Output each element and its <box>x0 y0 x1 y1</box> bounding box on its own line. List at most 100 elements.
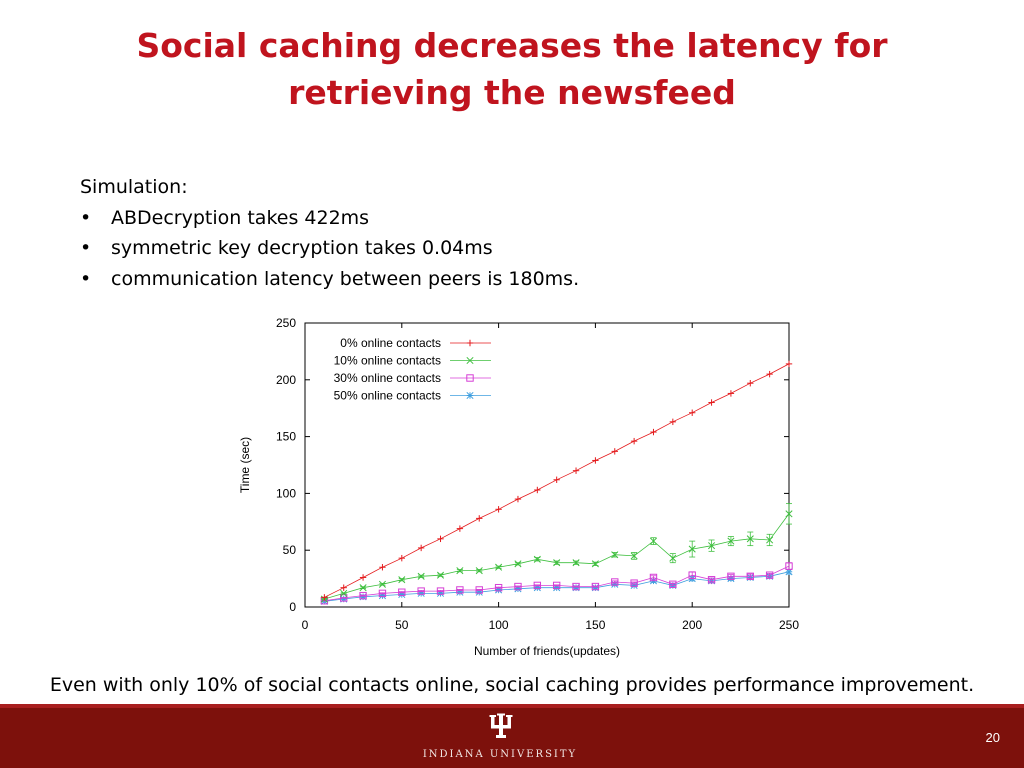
bullet-list: ABDecryption takes 422ms symmetric key d… <box>80 203 780 295</box>
marker-stroke <box>649 573 658 582</box>
data-point-10pct <box>591 560 599 568</box>
marker-stroke <box>359 584 367 592</box>
marker-stroke <box>417 587 425 595</box>
y-axis-label: Time (sec) <box>238 437 252 493</box>
marker-stroke <box>708 542 716 550</box>
marker-stroke <box>495 563 503 571</box>
legend-marker <box>466 356 474 365</box>
marker-stroke <box>630 581 638 589</box>
x-tick-label: 50 <box>395 618 409 632</box>
marker-stroke <box>688 571 696 579</box>
marker-stroke <box>553 559 561 567</box>
marker-stroke <box>436 587 445 595</box>
data-point-30pct <box>436 587 445 595</box>
data-point-30pct <box>785 562 793 570</box>
x-tick-label: 200 <box>682 618 702 632</box>
marker-stroke <box>466 374 474 382</box>
slide-title-line-1: Social caching decreases the latency for <box>136 26 888 65</box>
data-point-0pct <box>340 584 347 591</box>
marker-stroke <box>456 567 464 575</box>
data-point-0pct <box>727 390 735 397</box>
data-point-0pct <box>669 418 677 426</box>
data-point-10pct <box>572 559 580 567</box>
series-line-30pct <box>324 565 790 602</box>
legend-label: 50% online contacts <box>334 389 441 403</box>
data-point-10pct <box>495 563 503 571</box>
y-tick-label: 50 <box>283 543 297 557</box>
data-point-10pct <box>475 567 483 575</box>
data-point-30pct <box>359 591 367 600</box>
x-tick-label: 0 <box>302 618 309 632</box>
marker-stroke <box>398 576 406 584</box>
marker-stroke <box>378 589 387 598</box>
footer-university-name: INDIANA UNIVERSITY <box>422 749 578 760</box>
bullet-item: symmetric key decryption takes 0.04ms <box>80 233 780 264</box>
data-point-30pct <box>746 572 754 581</box>
data-point-10pct <box>378 580 386 588</box>
data-point-0pct <box>456 525 464 532</box>
marker-stroke <box>669 554 677 562</box>
marker-stroke <box>611 578 619 586</box>
marker-stroke <box>591 582 600 591</box>
data-point-30pct <box>475 586 483 594</box>
marker-stroke <box>466 391 474 400</box>
bullet-item: communication latency between peers is 1… <box>80 264 780 295</box>
marker-stroke <box>456 586 464 594</box>
y-tick-label: 0 <box>289 600 296 614</box>
marker-stroke <box>340 589 348 597</box>
data-point-10pct <box>553 559 561 567</box>
data-point-30pct <box>378 589 387 598</box>
marker-stroke <box>727 572 735 581</box>
legend-label: 10% online contacts <box>334 354 441 368</box>
marker-stroke <box>475 586 483 594</box>
data-point-30pct <box>649 573 658 582</box>
marker-stroke <box>398 588 406 596</box>
marker-stroke <box>649 537 658 545</box>
data-point-10pct <box>630 552 638 560</box>
data-point-10pct <box>436 571 445 579</box>
data-point-10pct <box>785 510 793 518</box>
marker-stroke <box>514 560 522 568</box>
marker-stroke <box>707 576 716 584</box>
x-tick-label: 250 <box>779 618 799 632</box>
marker-stroke <box>466 356 474 365</box>
data-point-30pct <box>572 582 580 591</box>
data-point-30pct <box>552 581 561 590</box>
marker-stroke <box>630 552 638 560</box>
data-point-30pct <box>727 572 735 581</box>
data-point-0pct <box>785 360 793 368</box>
marker-stroke <box>359 591 367 600</box>
data-point-30pct <box>591 582 600 591</box>
data-point-30pct <box>533 581 542 590</box>
marker-stroke <box>378 580 386 588</box>
data-point-10pct <box>456 567 464 575</box>
data-point-10pct <box>746 535 754 543</box>
data-point-10pct <box>533 555 541 563</box>
data-point-0pct <box>611 448 618 455</box>
data-point-30pct <box>688 571 696 579</box>
legend-label: 30% online contacts <box>334 371 441 385</box>
plot-frame <box>304 322 790 608</box>
marker-stroke <box>688 545 696 553</box>
data-point-30pct <box>707 576 716 584</box>
marker-stroke <box>572 582 580 591</box>
data-point-30pct <box>765 571 774 579</box>
data-point-0pct <box>495 506 502 513</box>
marker-stroke <box>746 572 754 581</box>
simulation-notes: Simulation: ABDecryption takes 422ms sym… <box>80 172 780 294</box>
data-point-10pct <box>708 542 716 550</box>
marker-stroke <box>417 572 425 580</box>
data-point-10pct <box>417 572 425 580</box>
data-point-0pct <box>553 476 560 483</box>
data-point-10pct <box>649 537 658 545</box>
marker-stroke <box>746 535 754 543</box>
data-point-30pct <box>456 586 464 594</box>
marker-stroke <box>514 582 522 591</box>
y-tick-label: 100 <box>276 486 296 500</box>
data-point-10pct <box>669 554 677 562</box>
x-axis-label: Number of friends(updates) <box>474 644 620 658</box>
data-point-10pct <box>611 551 619 559</box>
legend-marker <box>466 391 474 400</box>
data-point-0pct <box>437 535 444 543</box>
data-point-0pct <box>514 495 522 503</box>
